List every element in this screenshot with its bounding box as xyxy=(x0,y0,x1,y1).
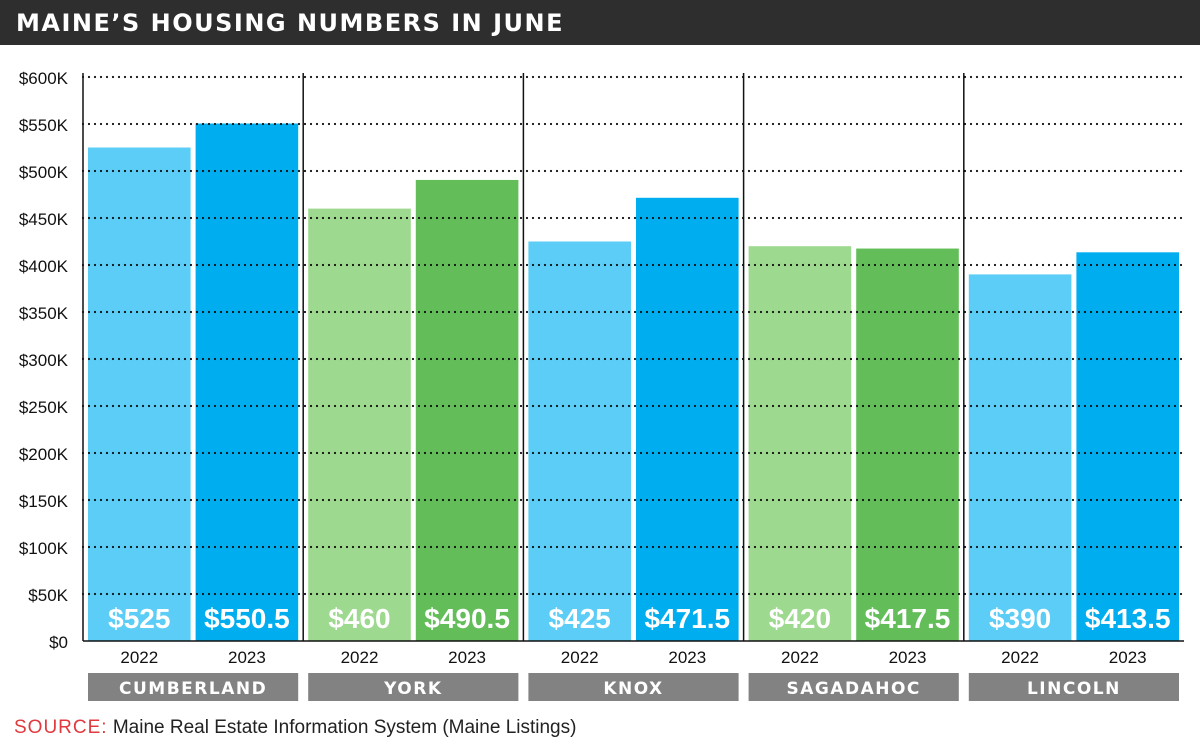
y-tick-label: $500K xyxy=(19,163,69,182)
source-text: Maine Real Estate Information System (Ma… xyxy=(112,717,577,738)
bar-value-label: $413.5 xyxy=(1085,603,1171,634)
chart-title: MAINE’S HOUSING NUMBERS IN JUNE xyxy=(16,9,564,37)
group-label-box xyxy=(528,673,739,701)
group-label-box xyxy=(88,673,299,701)
x-tick-label: 2023 xyxy=(448,648,486,667)
y-tick-label: $350K xyxy=(19,304,69,323)
bar-value-label: $490.5 xyxy=(424,603,510,634)
bar xyxy=(195,123,299,641)
y-tick-label: $600K xyxy=(19,69,69,88)
group-label-box xyxy=(308,673,519,701)
bar-value-label: $460 xyxy=(328,603,390,634)
group-label-box xyxy=(748,673,959,701)
group-label: LINCOLN xyxy=(1027,679,1121,699)
x-tick-label: 2022 xyxy=(1001,648,1039,667)
bar xyxy=(968,274,1072,641)
y-tick-label: $150K xyxy=(19,492,69,511)
bar xyxy=(748,246,852,641)
group-label: YORK xyxy=(383,679,442,699)
group-label-box xyxy=(968,673,1179,701)
x-tick-label: 2023 xyxy=(228,648,266,667)
x-tick-label: 2023 xyxy=(889,648,927,667)
bar-value-label: $390 xyxy=(989,603,1051,634)
x-tick-label: 2022 xyxy=(781,648,819,667)
bar xyxy=(308,208,411,641)
bar xyxy=(856,248,959,642)
title-bar: MAINE’S HOUSING NUMBERS IN JUNE xyxy=(0,0,1200,45)
x-tick-label: 2022 xyxy=(120,648,158,667)
group-label: CUMBERLAND xyxy=(119,679,267,699)
y-tick-label: $250K xyxy=(19,398,69,417)
y-tick-label: $0 xyxy=(49,633,68,652)
bar xyxy=(1076,252,1179,641)
bar-value-label: $420 xyxy=(769,603,831,634)
bar-value-label: $525 xyxy=(108,603,170,634)
bar-value-label: $550.5 xyxy=(204,603,290,634)
y-tick-label: $550K xyxy=(19,116,69,135)
x-tick-label: 2022 xyxy=(341,648,379,667)
x-tick-label: 2023 xyxy=(668,648,706,667)
bar xyxy=(88,147,191,641)
x-tick-label: 2023 xyxy=(1109,648,1147,667)
bar xyxy=(636,197,739,642)
y-tick-label: $100K xyxy=(19,539,69,558)
bar xyxy=(528,241,631,641)
group-label: SAGADAHOC xyxy=(786,679,920,699)
y-tick-label: $300K xyxy=(19,351,69,370)
bar xyxy=(415,179,519,641)
y-tick-label: $450K xyxy=(19,210,69,229)
source-label: SOURCE: xyxy=(14,717,108,738)
bar-value-label: $471.5 xyxy=(644,603,730,634)
y-tick-label: $400K xyxy=(19,257,69,276)
bar-value-label: $425 xyxy=(549,603,611,634)
source-line: SOURCE: Maine Real Estate Information Sy… xyxy=(14,716,576,740)
bar-value-label: $417.5 xyxy=(865,603,951,634)
group-label: KNOX xyxy=(603,679,663,699)
y-tick-label: $200K xyxy=(19,445,69,464)
x-tick-label: 2022 xyxy=(561,648,599,667)
y-tick-label: $50K xyxy=(28,586,68,605)
